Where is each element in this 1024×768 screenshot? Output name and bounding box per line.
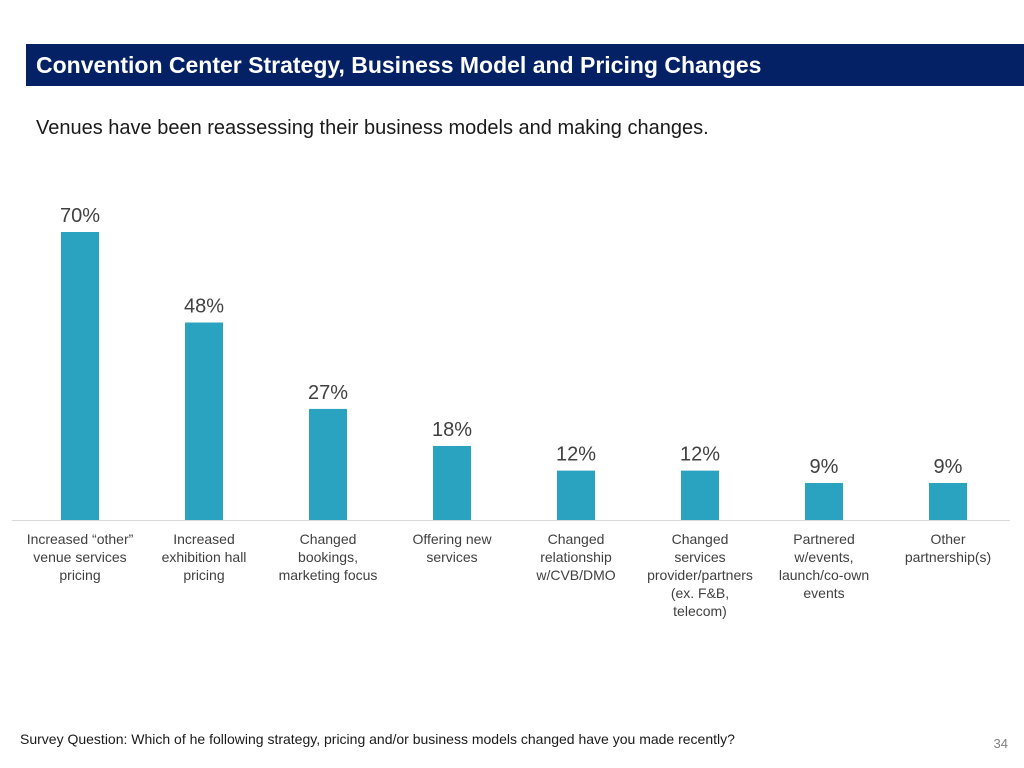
- data-label: 48%: [184, 296, 224, 318]
- bar: [433, 445, 471, 520]
- category-label: Changed relationship w/CVB/DMO: [536, 531, 616, 583]
- title-bar: [26, 44, 1024, 86]
- bar: [929, 482, 967, 520]
- survey-question-note: Survey Question: Which of he following s…: [20, 731, 735, 747]
- bar: [309, 408, 347, 520]
- category-label: Changed bookings, marketing focus: [278, 531, 378, 583]
- subtitle: Venues have been reassessing their busin…: [36, 117, 709, 139]
- category-label: Increased “other” venue services pricing: [26, 531, 134, 583]
- bar: [61, 232, 99, 520]
- category-label: Offering new services: [412, 531, 492, 565]
- bar: [557, 470, 595, 520]
- bar: [805, 482, 843, 520]
- category-label: Changed services provider/partners (ex. F&B…: [647, 531, 753, 619]
- data-label: 9%: [934, 456, 963, 478]
- data-label: 12%: [680, 444, 720, 466]
- bar: [185, 322, 223, 520]
- category-label: Other partnership(s): [904, 531, 992, 565]
- page-title: Convention Center Strategy, Business Mod…: [36, 52, 762, 78]
- page-number: 34: [993, 736, 1008, 751]
- data-label: 9%: [810, 456, 839, 478]
- data-label: 70%: [60, 205, 100, 227]
- data-label: 12%: [556, 444, 596, 466]
- category-label: Partnered w/events, launch/co-own events: [778, 531, 870, 601]
- data-label: 18%: [432, 419, 472, 441]
- data-label: 27%: [308, 382, 348, 404]
- bar: [681, 470, 719, 520]
- category-label: Increased exhibition hall pricing: [161, 531, 247, 583]
